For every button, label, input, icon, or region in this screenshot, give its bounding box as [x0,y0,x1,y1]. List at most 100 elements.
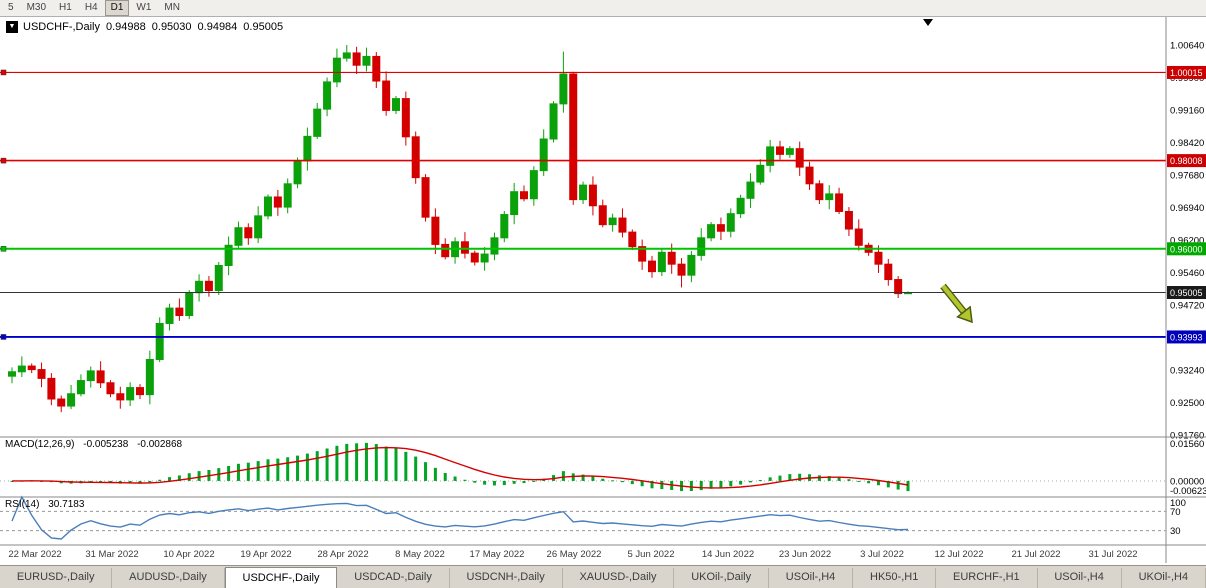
chart-background [0,17,1206,565]
candle [76,374,85,397]
candle-body [805,166,814,185]
candle-body [716,224,725,232]
macd-bar [463,479,467,481]
price-tick-label: 0.96940 [1170,203,1204,214]
candle-body [795,148,804,168]
tab-ukoil-h4[interactable]: UKOil-,H4 [1122,568,1206,588]
candle [323,77,332,117]
candle-body [697,237,706,256]
rsi-name: RSI(14) [5,499,40,510]
candle [116,386,125,409]
timeframe-button-m30[interactable]: M30 [26,2,47,13]
tab-ukoil-daily[interactable]: UKOil-,Daily [674,568,769,588]
timeframe-button-h1[interactable]: H1 [59,2,72,13]
candle-body [884,263,893,281]
tab-usoil-h4[interactable]: USOil-,H4 [769,568,854,588]
candle-body [323,81,332,110]
ohlc-open: 0.94988 [106,21,146,33]
candle-body [667,251,676,265]
chart-shift-marker[interactable] [923,19,933,26]
date-label: 14 Jun 2022 [702,549,754,560]
candle-body [559,73,568,105]
toolbar: 5 M30 H1 H4 D1 W1 MN [0,0,1206,17]
timeframe-button-h4[interactable]: H4 [84,2,98,13]
candle-body [244,227,253,239]
price-line-handle[interactable] [0,334,7,340]
macd-bar [571,473,575,481]
macd-bar [424,462,428,481]
price-line-handle[interactable] [0,69,7,76]
macd-bar [177,475,181,481]
candle [874,245,883,273]
tab-audusd-daily[interactable]: AUDUSD-,Daily [112,568,225,588]
macd-axis-zero: 0.00000 [1170,476,1204,487]
macd-bar [758,479,762,481]
candle-body [67,393,76,407]
symbol-tab-bar: EURUSD-,Daily AUDUSD-,Daily USDCHF-,Daily U… [0,565,1206,588]
candle [884,258,893,286]
candle-body [165,307,174,324]
timeframe-button-d1[interactable]: D1 [104,0,130,16]
tab-usoil-h4[interactable]: USOil-,H4 [1038,568,1122,588]
price-tag-text: 0.96000 [1170,244,1203,254]
macd-bar [355,443,359,481]
price-tag: 0.95005 [1167,286,1206,300]
price-axis[interactable]: 1.006400.999000.991600.984200.976800.969… [1165,17,1206,563]
macd-bar [709,480,713,489]
candle-body [677,263,686,276]
candle-body [411,136,420,179]
candle-body [470,252,479,263]
candle-body [17,365,26,373]
tab-usdcnh-daily[interactable]: USDCNH-,Daily [450,568,563,588]
tab-hk50-h1[interactable]: HK50-,H1 [853,568,937,588]
candle [726,208,735,238]
tab-usdcad-daily[interactable]: USDCAD-,Daily [337,568,450,588]
macd-bar [315,451,319,481]
price-tick-label: 0.99160 [1170,106,1204,117]
date-label: 17 May 2022 [470,549,525,560]
price-line-handle[interactable] [0,246,7,252]
timeframe-button-5[interactable]: 5 [8,2,14,13]
candle [165,303,174,331]
macd-bar [443,472,447,481]
candle [746,173,755,208]
timeframe-button-mn[interactable]: MN [164,2,180,13]
rsi-value: 30.7183 [48,499,85,510]
candle-body [332,57,341,83]
macd-bar [158,479,162,481]
macd-bar [719,480,723,488]
macd-bar [611,480,615,482]
candle [411,131,420,184]
candle-body [185,292,194,317]
tab-eurusd-daily[interactable]: EURUSD-,Daily [0,568,113,588]
candle-body [549,103,558,140]
price-line-handle[interactable] [0,157,7,164]
candle-body [204,280,213,292]
time-axis[interactable]: 22 Mar 2022 31 Mar 2022 10 Apr 2022 19 Apr … [8,549,1137,560]
macd-signal-line [12,446,909,489]
candle-body [785,148,794,155]
rsi-line [11,495,909,540]
ohlc-high: 0.95030 [151,21,192,33]
date-label: 26 May 2022 [547,549,602,560]
date-label: 22 Mar 2022 [8,549,61,560]
candle-body [510,191,519,216]
candles [8,45,912,413]
timeframe-button-w1[interactable]: W1 [136,2,152,13]
tab-xauusd-daily[interactable]: XAUUSD-,Daily [563,568,675,588]
symbol-menu-icon[interactable]: ▼ [6,21,18,33]
price-tag: 0.93993 [1167,330,1206,344]
candle-body [195,280,204,294]
chart-canvas[interactable]: 1.006400.999000.991600.984200.976800.969… [0,17,1206,565]
price-tag-text: 0.95005 [1170,288,1203,298]
candle-body [490,237,499,255]
date-label: 23 Jun 2022 [779,549,831,560]
date-label: 12 Jul 2022 [934,549,983,560]
candle-body [254,215,263,239]
tab-eurchf-h1[interactable]: EURCHF-,H1 [936,568,1038,588]
candle-body [224,244,233,266]
candle [224,236,233,276]
candle [145,350,154,405]
trend-arrow-object[interactable] [940,283,973,324]
tab-usdchf-daily[interactable]: USDCHF-,Daily [224,567,338,588]
